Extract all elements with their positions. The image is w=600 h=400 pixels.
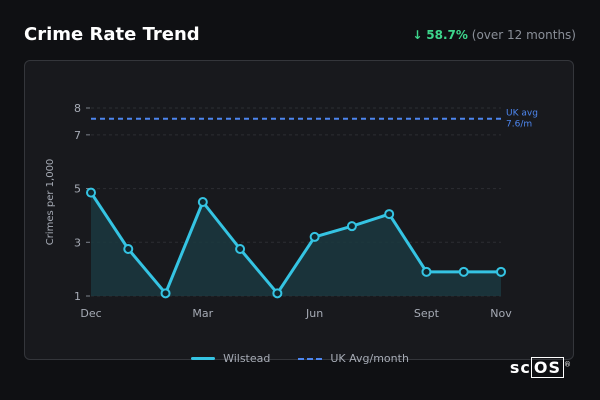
legend-label-reference: UK Avg/month bbox=[330, 352, 409, 365]
legend-item-reference[interactable]: UK Avg/month bbox=[298, 352, 409, 365]
data-point bbox=[123, 244, 134, 254]
change-indicator: ↓ 58.7% (over 12 months) bbox=[412, 28, 576, 42]
change-arrow-icon: ↓ bbox=[412, 28, 423, 42]
x-tick-label: Mar bbox=[192, 307, 213, 320]
legend-label-series: Wilstead bbox=[223, 352, 271, 365]
y-tick-label: 8 bbox=[74, 102, 81, 115]
y-tick-label: 3 bbox=[74, 236, 81, 249]
data-point bbox=[309, 231, 320, 242]
series-line bbox=[89, 191, 501, 295]
x-tick-label: Jun bbox=[305, 307, 323, 320]
chart-panel bbox=[24, 60, 574, 360]
data-point bbox=[86, 187, 96, 198]
x-tick-label: Sept bbox=[414, 307, 440, 320]
legend-swatch-solid bbox=[191, 357, 216, 360]
change-value: 58.7% bbox=[426, 28, 468, 42]
x-tick-label: Dec bbox=[80, 307, 101, 320]
reference-value-label: 7.6/m bbox=[506, 120, 532, 130]
change-note: (over 12 months) bbox=[471, 28, 576, 42]
legend-swatch-dashed bbox=[298, 357, 323, 360]
data-point bbox=[235, 244, 246, 254]
y-tick-label: 5 bbox=[74, 183, 81, 196]
x-tick-label: Nov bbox=[490, 307, 512, 320]
y-tick-label: 1 bbox=[74, 290, 81, 303]
series-area bbox=[91, 192, 501, 296]
data-point bbox=[384, 209, 395, 220]
chart-title: Crime Rate Trend bbox=[24, 24, 200, 45]
data-point bbox=[272, 288, 283, 299]
y-axis-label: Crimes per 1,000 bbox=[45, 159, 56, 246]
legend: Wilstead UK Avg/month bbox=[0, 352, 600, 365]
data-point bbox=[421, 266, 432, 277]
data-point bbox=[160, 288, 171, 299]
data-point bbox=[496, 266, 506, 277]
data-point bbox=[346, 221, 357, 232]
y-tick-label: 7 bbox=[74, 129, 81, 142]
data-point bbox=[458, 266, 469, 277]
brand-logo: sc OS ® bbox=[509, 357, 572, 378]
reference-label: UK avg bbox=[506, 109, 538, 119]
legend-item-series[interactable]: Wilstead bbox=[191, 352, 270, 365]
data-point bbox=[197, 197, 208, 207]
